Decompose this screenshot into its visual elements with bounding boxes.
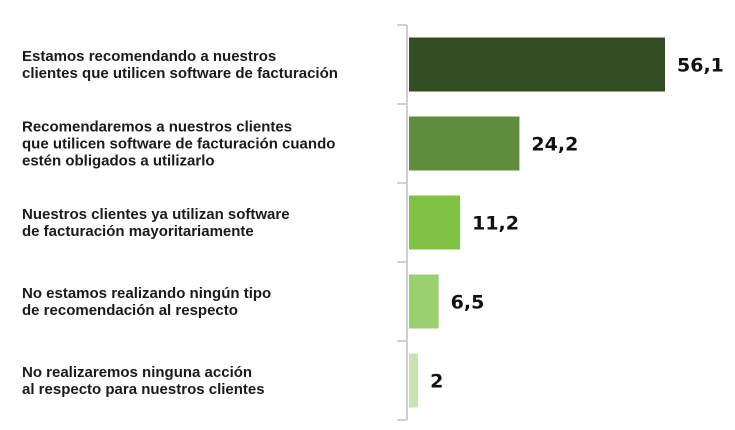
category-label-line: Estamos recomendando a nuestros	[22, 47, 277, 65]
data-label: 56,1	[677, 55, 724, 77]
category-label-line: estén obligados a utilizarlo	[22, 152, 215, 169]
bar	[409, 37, 665, 92]
bar	[409, 274, 439, 329]
bar	[409, 116, 520, 171]
category-label-line: de recomendación al respecto	[22, 301, 238, 319]
category-label: No realizaremos ninguna acción al respect…	[22, 364, 392, 398]
data-label: 2	[430, 371, 443, 393]
category-label: Estamos recomendando a nuestros clientes …	[22, 48, 392, 82]
category-label-line: que utilicen software de facturación cua…	[22, 135, 336, 152]
bar	[409, 353, 419, 408]
category-label-line: No realizaremos ninguna acción	[22, 363, 253, 381]
data-label: 24,2	[531, 134, 578, 156]
category-label: Nuestros clientes ya utilizan software de…	[22, 206, 392, 240]
category-label-line: Nuestros clientes ya utilizan software	[22, 205, 290, 223]
category-label-line: clientes que utilicen software de factur…	[22, 64, 338, 82]
data-label: 11,2	[472, 213, 519, 235]
category-label-line: Recomendaremos a nuestros clientes	[22, 118, 293, 135]
category-label: Recomendaremos a nuestros clientes que ut…	[22, 118, 392, 169]
category-label-line: de facturación mayoritariamente	[22, 222, 254, 240]
category-label: No estamos realizando ningún tipo de reco…	[22, 285, 392, 319]
data-label: 6,5	[451, 292, 485, 314]
category-label-line: No estamos realizando ningún tipo	[22, 284, 272, 302]
bar	[409, 195, 461, 250]
category-label-line: al respecto para nuestros clientes	[22, 380, 265, 398]
